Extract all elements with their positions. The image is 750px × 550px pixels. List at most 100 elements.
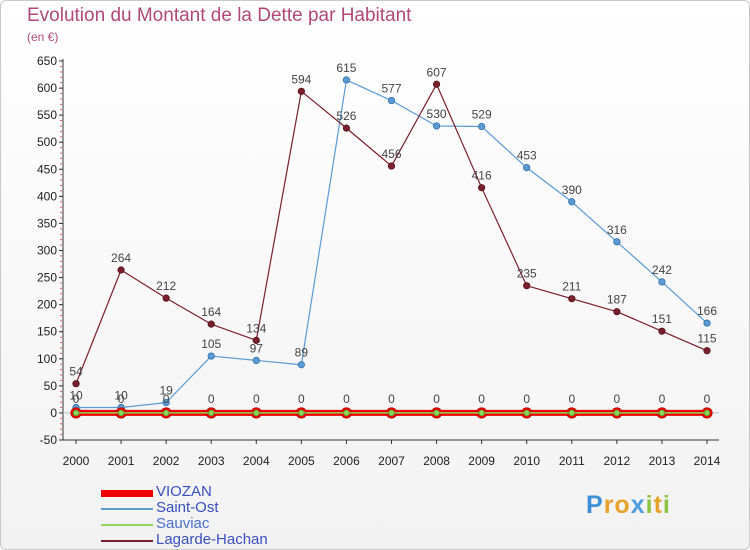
data-point [568, 409, 575, 417]
data-point [523, 282, 531, 290]
data-label: 0 [523, 392, 530, 406]
brand-letter: t [653, 491, 663, 519]
y-tick-label: 200 [37, 298, 57, 312]
data-point [207, 320, 215, 328]
data-label: 19 [159, 384, 173, 398]
data-label: 164 [201, 305, 221, 319]
legend-item: Saint-Ost [101, 499, 401, 517]
x-tick-label: 2005 [288, 454, 315, 468]
data-label: 526 [336, 109, 356, 123]
y-tick-label: 0 [50, 406, 57, 420]
legend-label: VIOZAN [156, 483, 212, 500]
legend-swatch [101, 540, 153, 542]
y-tick-label: 400 [37, 189, 57, 203]
y-tick-label: 300 [37, 244, 57, 258]
data-point [703, 319, 711, 327]
data-point [298, 409, 305, 417]
line-chart: -500501001502002503003504004505005506006… [37, 54, 721, 468]
data-point [72, 380, 80, 388]
y-tick-label: 450 [37, 162, 57, 176]
data-label: 235 [517, 267, 537, 281]
data-label: 615 [336, 61, 356, 75]
data-point [387, 162, 396, 170]
chart-title: Evolution du Montant de la Dette par Hab… [27, 5, 412, 26]
brand-letter: r [603, 491, 615, 519]
legend-item: Sauviac [101, 515, 401, 533]
series-saint-ost [72, 76, 711, 412]
brand-logo: Proxiti [586, 491, 671, 520]
data-label: 0 [253, 392, 260, 406]
data-point [208, 409, 215, 417]
data-point [703, 347, 711, 355]
y-tick-label: 150 [37, 325, 57, 339]
data-label: 54 [69, 365, 83, 379]
data-label: 10 [69, 389, 83, 403]
data-label: 89 [295, 346, 309, 360]
data-label: 0 [614, 392, 621, 406]
data-label: 97 [250, 341, 264, 355]
legend-label: Sauviac [156, 515, 210, 532]
y-tick-label: 350 [37, 216, 57, 230]
data-label: 390 [562, 183, 582, 197]
x-tick-label: 2012 [604, 454, 631, 468]
series-lagarde-hachan [72, 80, 711, 388]
y-tick-label: 550 [37, 108, 57, 122]
data-label: 530 [427, 107, 447, 121]
data-point [72, 409, 80, 417]
legend-item: VIOZAN [101, 483, 401, 501]
data-point [388, 409, 395, 417]
data-label: 187 [607, 293, 627, 307]
legend-swatch [101, 524, 153, 526]
data-label: 0 [208, 392, 215, 406]
data-point [613, 238, 621, 246]
data-point [297, 361, 305, 369]
x-tick-label: 2008 [423, 454, 450, 468]
chart-subtitle: (en €) [27, 30, 59, 44]
x-tick-label: 2011 [559, 454, 585, 468]
y-tick-label: -50 [40, 433, 58, 447]
data-label: 242 [652, 263, 672, 277]
x-tick-label: 2007 [378, 454, 405, 468]
data-label: 0 [388, 392, 395, 406]
series-line [76, 79, 708, 409]
data-label: 212 [156, 279, 176, 293]
data-point [432, 122, 441, 130]
data-label: 134 [246, 321, 266, 335]
y-tick-label: 250 [37, 271, 57, 285]
data-label: 151 [652, 312, 672, 326]
data-label: 0 [298, 392, 305, 406]
data-point [342, 76, 351, 84]
data-label: 115 [697, 332, 716, 346]
data-label: 0 [343, 392, 350, 406]
brand-letter: i [645, 491, 654, 519]
legend-swatch [101, 489, 153, 497]
data-label: 0 [433, 392, 440, 406]
data-label: 166 [697, 304, 717, 318]
data-point [297, 87, 305, 95]
data-label: 607 [427, 65, 447, 79]
y-tick-label: 600 [37, 81, 57, 95]
x-tick-label: 2009 [468, 454, 495, 468]
data-label: 453 [517, 149, 537, 163]
data-point [658, 327, 666, 335]
x-tick-label: 2014 [694, 454, 721, 468]
data-point [613, 308, 621, 316]
x-tick-label: 2003 [198, 454, 225, 468]
data-point [478, 184, 486, 192]
data-point [433, 409, 440, 417]
data-label: 456 [381, 147, 401, 161]
data-point [568, 295, 576, 303]
y-tick-label: 100 [37, 352, 57, 366]
data-label: 10 [114, 389, 128, 403]
brand-letter: o [614, 491, 631, 519]
y-tick-label: 50 [44, 379, 58, 393]
data-point [253, 409, 260, 417]
series-sauviac [72, 409, 711, 417]
legend-item: Lagarde-Hachan [101, 531, 401, 549]
x-tick-label: 2010 [513, 454, 540, 468]
data-label: 105 [201, 337, 221, 351]
data-point [162, 294, 170, 302]
data-point [117, 409, 125, 417]
data-label: 0 [704, 392, 711, 406]
